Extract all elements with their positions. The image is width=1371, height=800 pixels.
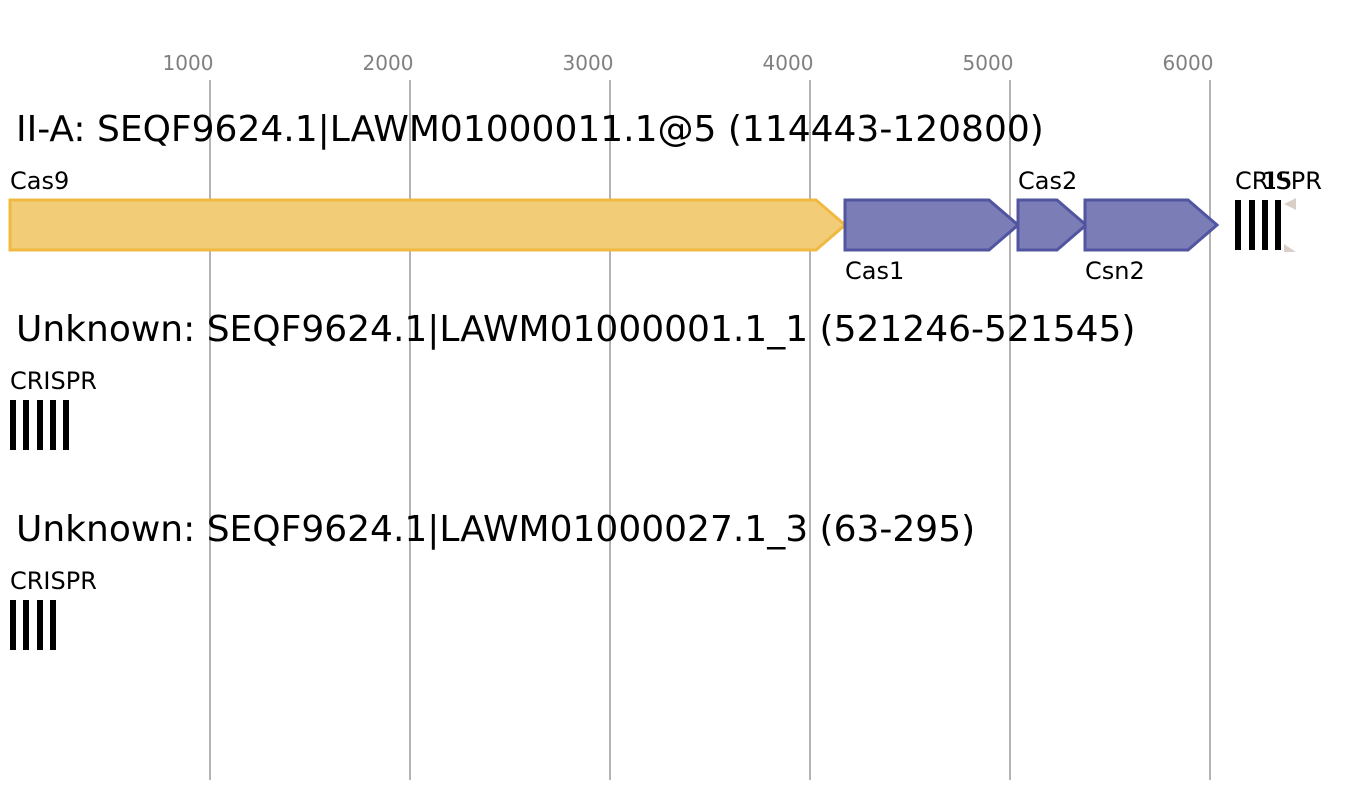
crispr-repeat — [23, 600, 29, 650]
tick-label: 5000 — [963, 51, 1014, 75]
crispr-repeat — [37, 400, 43, 450]
truncated-gene-marker — [1284, 244, 1296, 252]
crispr-repeat — [50, 600, 56, 650]
tick-label: 4000 — [763, 51, 814, 75]
locus-3: Unknown: SEQF9624.1|LAWM01000027.1_3 (63… — [10, 509, 975, 650]
gene-label-csn2: Csn2 — [1085, 257, 1145, 285]
cas1-gene-arrow[interactable] — [843, 198, 1021, 252]
crispr-repeat — [1249, 200, 1255, 250]
crispr-repeat — [50, 400, 56, 450]
gridlines — [209, 80, 1211, 780]
crispr-repeat — [63, 400, 69, 450]
truncated-gene-marker — [1284, 198, 1296, 210]
crispr-repeat — [1275, 200, 1281, 250]
gene-label-crispr: CRISPR — [10, 367, 97, 395]
cas2-gene-arrow[interactable] — [1016, 198, 1089, 252]
crispr-repeat — [1235, 200, 1241, 250]
gene-label-cas2: Cas2 — [1018, 167, 1077, 195]
tick-label: 2000 — [363, 51, 414, 75]
locus-1: II-A: SEQF9624.1|LAWM01000011.1@5 (11444… — [8, 109, 1322, 285]
crispr-repeat — [10, 400, 16, 450]
crispr-array[interactable] — [1235, 200, 1281, 250]
crispr-repeat — [1262, 200, 1268, 250]
crispr-repeat — [23, 400, 29, 450]
locus-2: Unknown: SEQF9624.1|LAWM01000001.1_1 (52… — [10, 309, 1135, 450]
tick-label: 3000 — [563, 51, 614, 75]
gene-label-crispr: CRISPR — [1235, 167, 1322, 195]
csn2-gene-arrow[interactable] — [1083, 198, 1220, 252]
cas9-gene-arrow[interactable] — [8, 198, 848, 252]
gene-label-crispr: CRISPR — [10, 567, 97, 595]
tick-label: 1000 — [163, 51, 214, 75]
tick-label: 6000 — [1163, 51, 1214, 75]
locus-title: Unknown: SEQF9624.1|LAWM01000001.1_1 (52… — [16, 309, 1135, 350]
gene-label-cas1: Cas1 — [845, 257, 904, 285]
crispr-repeat — [37, 600, 43, 650]
crispr-array[interactable] — [10, 400, 69, 450]
locus-title: II-A: SEQF9624.1|LAWM01000011.1@5 (11444… — [16, 109, 1044, 150]
locus-title: Unknown: SEQF9624.1|LAWM01000027.1_3 (63… — [16, 509, 975, 550]
crispr-repeat — [10, 600, 16, 650]
crispr-array[interactable] — [10, 600, 56, 650]
gene-label-cas9: Cas9 — [10, 167, 69, 195]
axis-ticks: 1000 2000 3000 4000 5000 6000 — [163, 51, 1214, 75]
gene-label-extra: 15 — [1262, 167, 1293, 195]
